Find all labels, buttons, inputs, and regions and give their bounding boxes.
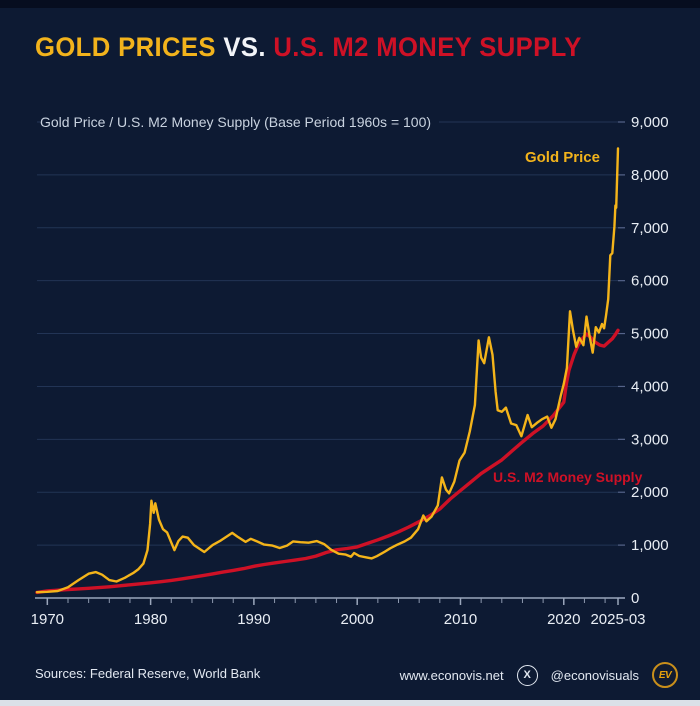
- website-link[interactable]: www.econovis.net: [399, 667, 504, 683]
- footer-links: www.econovis.net X @econovisuals EV: [400, 662, 678, 688]
- title-red-part: U.S. M2 MONEY SUPPLY: [273, 32, 582, 62]
- y-tick-label: 2,000: [631, 484, 669, 501]
- chart-subtitle: Gold Price / U.S. M2 Money Supply (Base …: [40, 111, 440, 133]
- y-tick-label: 8,000: [631, 167, 669, 184]
- sources-note: Sources: Federal Reserve, World Bank: [35, 666, 261, 681]
- x-tick-label: 2000: [341, 611, 374, 628]
- x-social-icon: X: [516, 664, 538, 686]
- bottom-border-strip: [0, 700, 700, 706]
- y-tick-label: 6,000: [631, 273, 669, 290]
- y-tick-label: 0: [631, 590, 639, 607]
- econovis-logo: EV: [652, 662, 678, 688]
- page-title: GOLD PRICES VS. U.S. M2 MONEY SUPPLY: [35, 32, 582, 63]
- gold-price-line: [35, 147, 620, 594]
- title-vs-part: VS.: [215, 32, 274, 62]
- social-handle-link[interactable]: @econovisuals: [550, 667, 639, 683]
- y-tick-label: 7,000: [631, 220, 669, 237]
- y-tick-label: 4,000: [631, 378, 669, 395]
- gold-series-label: Gold Price: [524, 149, 600, 166]
- title-gold-part: GOLD PRICES: [35, 32, 216, 62]
- y-tick-label: 5,000: [631, 326, 669, 343]
- x-tick-label: 2025-03: [590, 611, 645, 628]
- x-tick-label: 2020: [547, 611, 580, 628]
- y-tick-label: 9,000: [631, 114, 669, 131]
- x-tick-label: 1970: [31, 611, 64, 628]
- m2-money-supply-line: [35, 328, 620, 595]
- footer: Sources: Federal Reserve, World Bank www…: [0, 662, 700, 688]
- top-border-strip: [0, 0, 700, 8]
- y-tick-label: 3,000: [631, 431, 669, 448]
- x-tick-label: 2010: [444, 611, 477, 628]
- x-tick-label: 1980: [134, 611, 167, 628]
- m2-series-label: U.S. M2 Money Supply: [493, 469, 643, 485]
- x-tick-label: 1990: [237, 611, 270, 628]
- y-tick-label: 1,000: [631, 537, 669, 554]
